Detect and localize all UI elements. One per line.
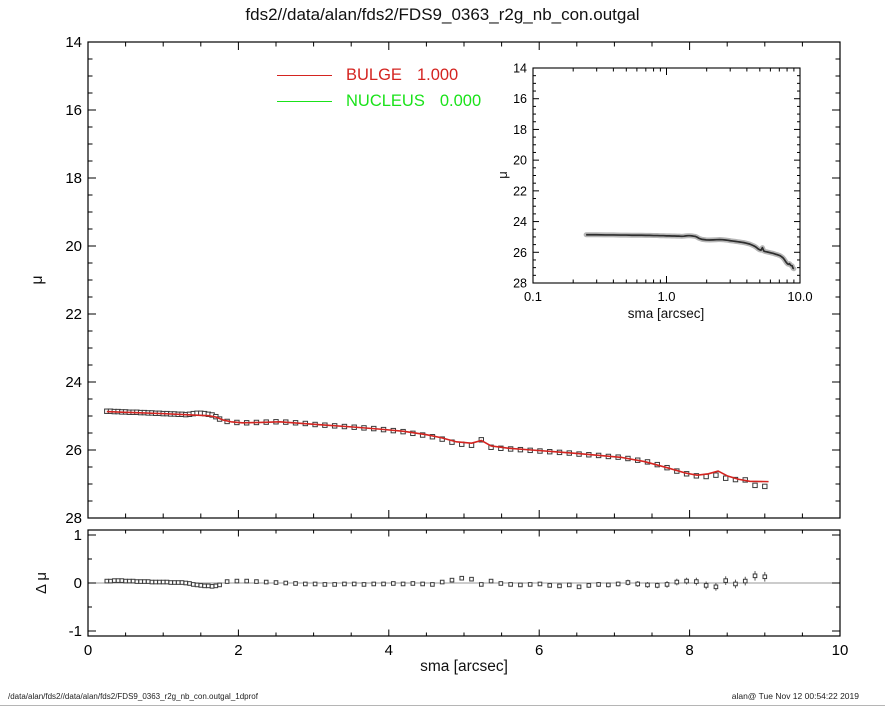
footer-file-path: /data/alan/fds2//data/alan/fds2/FDS9_036…: [8, 692, 258, 701]
svg-text:0.1: 0.1: [524, 289, 542, 304]
svg-text:1.0: 1.0: [657, 289, 675, 304]
svg-text:20: 20: [65, 238, 82, 255]
inset-plot: 14 16 18 20 22 24 26 280.1 1.0 10.0: [513, 62, 813, 305]
bulge-model-line: [106, 410, 769, 483]
svg-text:24: 24: [65, 374, 82, 391]
svg-text:0: 0: [84, 642, 92, 659]
inset-y-axis-label: μ: [495, 171, 510, 179]
svg-text:18: 18: [65, 170, 82, 187]
main-plot: 14 16 18 20 22 24 26 28: [65, 34, 841, 527]
inset-profile-curve: [586, 233, 795, 270]
residual-y-tick-labels: 1 0 -1: [69, 527, 82, 640]
svg-text:26: 26: [513, 246, 527, 260]
svg-text:2: 2: [234, 642, 242, 659]
x-axis-tick-labels: 0 2 4 6 8 10: [84, 642, 849, 659]
legend-bulge-name: BULGE: [346, 66, 402, 84]
svg-text:-1: -1: [69, 623, 82, 640]
main-y-axis-label: μ: [29, 275, 46, 285]
svg-text:4: 4: [385, 642, 393, 659]
window-bottom-edge: [0, 705, 885, 706]
svg-text:6: 6: [535, 642, 543, 659]
legend-item-nucleus: NUCLEUS 0.000: [277, 92, 481, 111]
svg-text:22: 22: [65, 306, 82, 323]
svg-text:14: 14: [513, 62, 527, 76]
svg-text:28: 28: [65, 510, 82, 527]
svg-text:16: 16: [65, 102, 82, 119]
inset-y-tick-labels: 14 16 18 20 22 24 26 28: [513, 62, 527, 291]
svg-text:0: 0: [74, 575, 82, 592]
svg-text:16: 16: [513, 92, 527, 106]
legend-nucleus-value: 0.000: [439, 92, 482, 110]
surface-brightness-data-points: [104, 408, 768, 490]
main-axis-ticks: [87, 41, 841, 519]
svg-text:8: 8: [685, 642, 693, 659]
bulge-line-swatch: [277, 75, 332, 76]
svg-text:28: 28: [513, 277, 527, 291]
x-axis-label: sma [arcsec]: [420, 658, 508, 675]
residual-points: [104, 573, 768, 590]
residual-plot: 1 0 -1: [69, 527, 841, 640]
svg-text:24: 24: [513, 215, 527, 229]
residual-y-axis-label: Δ μ: [33, 572, 50, 595]
inset-x-tick-labels: 0.1 1.0 10.0: [524, 289, 813, 304]
inset-axis-ticks: [532, 67, 801, 284]
svg-text:1: 1: [74, 527, 82, 544]
residual-axis-ticks: [87, 530, 841, 636]
legend-label-nucleus: NUCLEUS 0.000: [346, 92, 481, 111]
main-y-tick-labels: 14 16 18 20 22 24 26 28: [65, 34, 82, 527]
svg-text:20: 20: [513, 154, 527, 168]
legend-bulge-value: 1.000: [416, 66, 459, 84]
legend-label-bulge: BULGE 1.000: [346, 66, 458, 85]
page-title: fds2//data/alan/fds2/FDS9_0363_r2g_nb_co…: [245, 5, 640, 24]
nucleus-line-swatch: [277, 101, 332, 102]
inset-x-axis-label: sma [arcsec]: [627, 306, 705, 321]
svg-text:10.0: 10.0: [787, 289, 812, 304]
footer-user-timestamp: alan@ Tue Nov 12 00:54:22 2019: [731, 691, 859, 701]
svg-text:14: 14: [65, 34, 82, 51]
svg-text:18: 18: [513, 123, 527, 137]
legend-nucleus-name: NUCLEUS: [346, 92, 425, 110]
svg-text:10: 10: [832, 642, 849, 659]
legend-item-bulge: BULGE 1.000: [277, 66, 458, 85]
svg-text:22: 22: [513, 184, 527, 198]
svg-text:26: 26: [65, 442, 82, 459]
